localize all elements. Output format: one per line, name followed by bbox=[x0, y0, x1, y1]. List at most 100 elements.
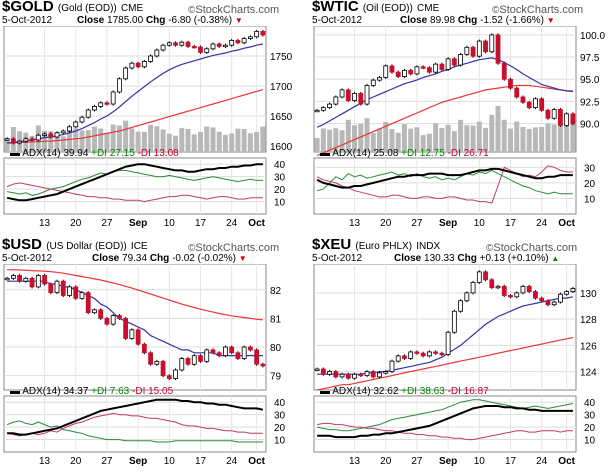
volume-bar bbox=[260, 126, 266, 152]
candle bbox=[154, 49, 160, 57]
volume-bar bbox=[216, 131, 222, 152]
candle bbox=[408, 351, 414, 359]
volume-bar bbox=[91, 126, 97, 152]
candle bbox=[260, 363, 266, 367]
x-tick-label: Oct bbox=[248, 456, 265, 467]
candle bbox=[395, 355, 401, 362]
candle bbox=[333, 371, 339, 378]
volume-bar bbox=[116, 125, 122, 152]
x-tick-label: 20 bbox=[70, 456, 82, 467]
price-tick-label: 1700 bbox=[270, 82, 293, 93]
candle bbox=[10, 275, 16, 279]
indicator-tick-label: 40 bbox=[274, 160, 286, 171]
volume-bar bbox=[370, 132, 376, 152]
volume-bar bbox=[241, 129, 247, 152]
volume-bar bbox=[539, 127, 545, 152]
candle bbox=[427, 67, 432, 73]
candle bbox=[260, 31, 266, 36]
price-tick-label: 97.5 bbox=[580, 53, 600, 64]
candle bbox=[558, 109, 563, 126]
candle bbox=[433, 63, 439, 73]
candle bbox=[520, 96, 526, 103]
candle bbox=[67, 126, 72, 132]
volume-bar bbox=[439, 127, 445, 152]
candle bbox=[92, 309, 97, 314]
candle bbox=[117, 78, 122, 93]
price-tick-label: 1600 bbox=[270, 142, 293, 153]
candle bbox=[420, 66, 426, 69]
adx-line bbox=[6, 163, 263, 202]
change-down-arrow-icon: ▼ bbox=[238, 254, 247, 263]
candle bbox=[60, 130, 66, 134]
candle bbox=[352, 373, 357, 379]
candle bbox=[179, 358, 185, 371]
volume-bar bbox=[526, 128, 532, 152]
watermark: ©StockCharts.com bbox=[486, 242, 578, 254]
candle bbox=[223, 346, 228, 357]
minus-di-label: -DI 16.87 bbox=[448, 386, 490, 397]
candle bbox=[558, 293, 563, 303]
x-tick-label: 20 bbox=[380, 456, 392, 467]
symbol: $USD bbox=[2, 236, 43, 253]
plus-di-line bbox=[316, 169, 573, 195]
candle bbox=[229, 39, 235, 46]
candle bbox=[98, 102, 104, 107]
candle bbox=[483, 40, 488, 53]
candle bbox=[160, 44, 166, 51]
candle bbox=[439, 352, 445, 356]
price-tick-label: 1650 bbox=[270, 112, 293, 123]
volume-bar bbox=[389, 129, 395, 152]
candle bbox=[35, 275, 41, 288]
volume-bar bbox=[222, 134, 228, 152]
volume-bar bbox=[420, 135, 426, 152]
candle bbox=[427, 351, 432, 357]
x-tick-label: 13 bbox=[39, 218, 51, 229]
indicator-pane bbox=[3, 157, 267, 215]
candle bbox=[402, 355, 407, 359]
candle bbox=[389, 65, 395, 73]
candle bbox=[129, 329, 135, 339]
candle bbox=[191, 355, 197, 365]
x-tick-label: 10 bbox=[474, 456, 486, 467]
candle bbox=[383, 371, 389, 374]
candle bbox=[389, 360, 395, 373]
volume-bar bbox=[198, 131, 203, 152]
candle bbox=[501, 62, 507, 80]
volume-bar bbox=[191, 134, 197, 152]
instrument-name: (Euro PHLX) bbox=[355, 241, 413, 252]
candle bbox=[551, 109, 557, 119]
candle bbox=[414, 66, 420, 75]
volume-bar bbox=[54, 132, 60, 152]
candle bbox=[117, 315, 122, 319]
candle bbox=[564, 113, 570, 126]
candle bbox=[520, 285, 526, 294]
volume-bar bbox=[508, 128, 513, 152]
change-down-arrow-icon: ▼ bbox=[546, 16, 555, 25]
chart-title: $USD (US Dollar (EOD)) ICE bbox=[2, 236, 148, 253]
indicator-tick-label: 40 bbox=[274, 398, 286, 409]
indicator-tick-label: 30 bbox=[274, 411, 286, 422]
volume-bar bbox=[173, 135, 179, 152]
candle bbox=[464, 292, 470, 302]
volume-bar bbox=[383, 122, 389, 152]
instrument-name: (Gold (EOD)) bbox=[57, 3, 117, 14]
volume-bar bbox=[358, 123, 364, 152]
indicator-tick-label: 20 bbox=[274, 423, 286, 434]
candle bbox=[420, 352, 426, 357]
volume-bar bbox=[408, 128, 414, 152]
candle bbox=[314, 109, 320, 113]
candle bbox=[333, 96, 339, 105]
candle bbox=[327, 371, 332, 375]
candle bbox=[92, 106, 97, 111]
volume-bar bbox=[160, 129, 166, 152]
volume-bar bbox=[129, 128, 135, 152]
candle bbox=[42, 275, 47, 285]
indicator-tick-label: 20 bbox=[584, 179, 596, 190]
x-tick-label: 24 bbox=[536, 456, 548, 467]
candle bbox=[198, 46, 203, 53]
candle bbox=[370, 371, 376, 378]
adx-legend: ▬ ADX(14) 25.08 +DI 12.75 -DI 26.71 bbox=[320, 148, 489, 159]
volume-bar bbox=[229, 133, 235, 152]
instrument-name: (US Dollar (EOD)) bbox=[46, 241, 127, 252]
